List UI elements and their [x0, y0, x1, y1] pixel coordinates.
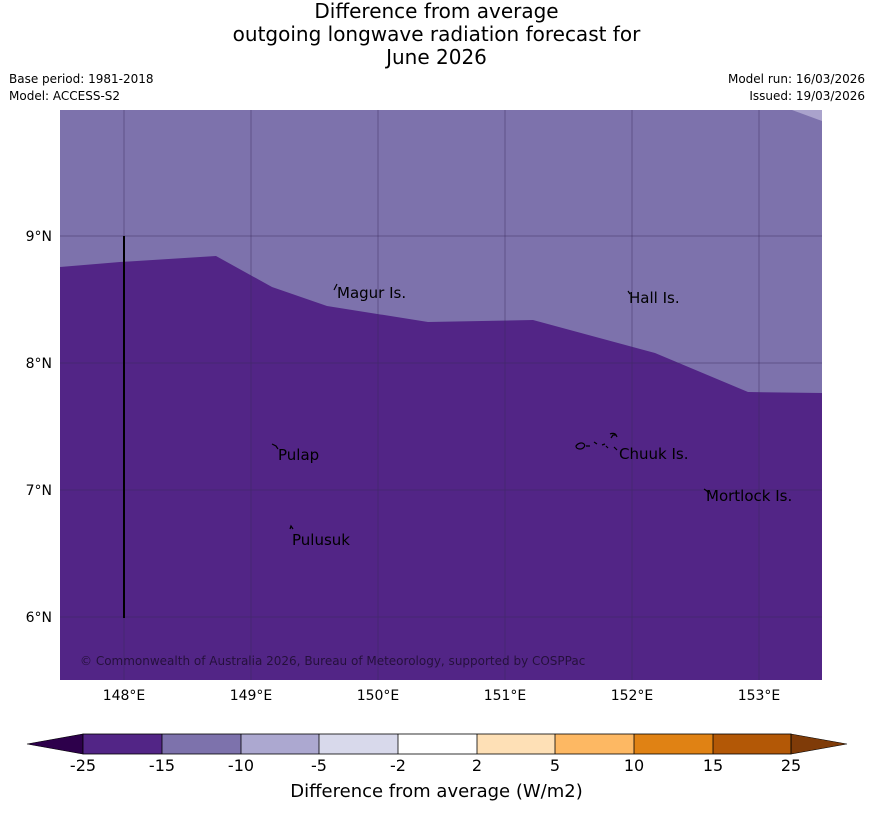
colorbar-tick-label: -5 — [311, 756, 327, 775]
colorbar-outline — [82, 733, 792, 755]
lon-label-149e: 149°E — [230, 688, 273, 704]
colorbar-swatch-1 — [83, 734, 162, 754]
model-run: Model run: 16/03/2026 — [727, 72, 865, 86]
place-labels: Magur Is. Hall Is. Pulap Chuuk Is. Mortl… — [278, 284, 792, 549]
title-line-2: outgoing longwave radiation forecast for — [232, 22, 641, 46]
colorbar-tick-label: 10 — [623, 756, 645, 775]
title-line-3: June 2026 — [386, 45, 487, 69]
colorbar-swatch-6 — [477, 734, 555, 754]
place-label-pulusuk: Pulusuk — [292, 531, 350, 549]
south-region-fill — [60, 256, 822, 680]
lon-axis-labels: 148°E 149°E 150°E 151°E 152°E 153°E — [103, 688, 781, 704]
island-magur — [333, 283, 338, 291]
colorbar — [26, 733, 848, 755]
colorbar-tick-label: 5 — [549, 756, 561, 775]
place-label-hall: Hall Is. — [629, 289, 680, 307]
place-label-magur: Magur Is. — [337, 284, 406, 302]
colorbar-swatch-7 — [555, 734, 634, 754]
colorbar-tick-label: -25 — [69, 756, 97, 775]
colorbar-swatch-9 — [713, 734, 791, 754]
lon-label-153e: 153°E — [738, 688, 781, 704]
lon-label-148e: 148°E — [103, 688, 146, 704]
colorbar-swatch-3 — [241, 734, 319, 754]
colorbar-tick-label: -10 — [227, 756, 255, 775]
island-hall — [627, 290, 631, 295]
colorbar-extend-low — [26, 733, 84, 755]
place-label-mortlock: Mortlock Is. — [706, 487, 792, 505]
island-chuuk — [575, 432, 618, 451]
model-name: Model: ACCESS-S2 — [9, 89, 121, 103]
copyright-notice: © Commonwealth of Australia 2026, Bureau… — [80, 654, 585, 668]
lat-axis-labels: 9°N 8°N 7°N 6°N — [26, 229, 52, 626]
colorbar-swatch-8 — [634, 734, 713, 754]
colorbar-title: Difference from average (W/m2) — [290, 781, 583, 802]
lon-label-152e: 152°E — [611, 688, 654, 704]
issued-date: Issued: 19/03/2026 — [749, 89, 865, 103]
lat-label-8n: 8°N — [26, 356, 52, 372]
colorbar-tick-label: 15 — [702, 756, 724, 775]
lat-label-9n: 9°N — [26, 229, 52, 245]
lat-label-7n: 7°N — [26, 483, 52, 499]
corner-region-fill — [792, 110, 822, 121]
colorbar-swatch-5 — [398, 734, 477, 754]
colorbar-extend-high — [790, 733, 848, 755]
island-pulap — [271, 443, 279, 450]
colorbar-tick-label: 2 — [471, 756, 483, 775]
place-label-chuuk: Chuuk Is. — [619, 445, 688, 463]
lat-label-6n: 6°N — [26, 610, 52, 626]
colorbar-tick-label: -2 — [390, 756, 406, 775]
island-outlines — [271, 283, 710, 530]
lon-label-150e: 150°E — [357, 688, 400, 704]
base-period: Base period: 1981-2018 — [9, 72, 154, 86]
colorbar-tick-label: 25 — [780, 756, 802, 775]
place-label-pulap: Pulap — [278, 446, 319, 464]
colorbar-dividers — [161, 734, 714, 754]
title-line-1: Difference from average — [314, 0, 559, 23]
island-pulusuk — [289, 524, 294, 530]
lon-label-151e: 151°E — [484, 688, 527, 704]
meta-right: Model run: 16/03/2026 Issued: 19/03/2026 — [728, 71, 865, 105]
island-mortlock — [703, 488, 710, 495]
colorbar-tick-label: -15 — [148, 756, 176, 775]
meta-left: Base period: 1981-2018 Model: ACCESS-S2 — [9, 71, 154, 105]
colorbar-swatch-4 — [319, 734, 398, 754]
colorbar-swatch-2 — [162, 734, 241, 754]
